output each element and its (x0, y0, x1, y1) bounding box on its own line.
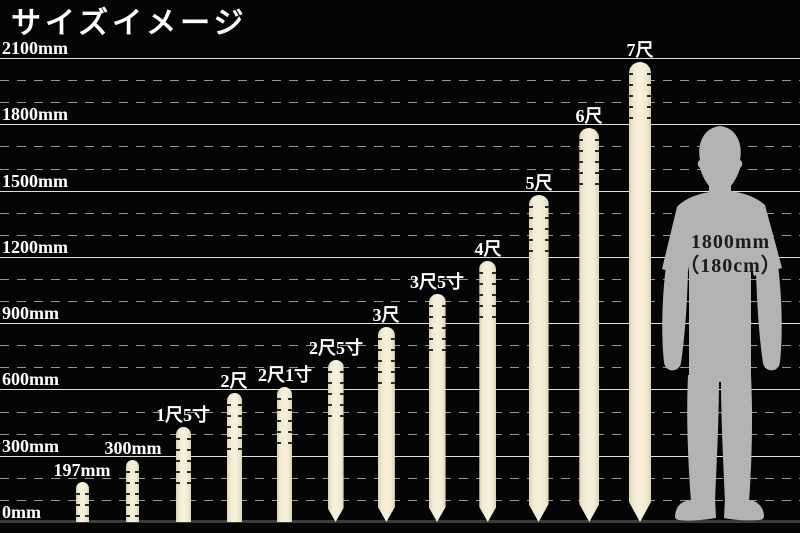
stake-notch-marks (277, 398, 282, 444)
stake-label: 197mm (53, 460, 111, 480)
y-axis-label: 900mm (2, 303, 59, 323)
silhouette-height-label: 1800mm （180cm） (658, 230, 800, 278)
stake-notch-marks (288, 398, 293, 444)
gridline-dashed (0, 168, 800, 170)
stake-bar (277, 387, 293, 522)
stake-notch-marks (629, 73, 633, 119)
y-axis-label: 600mm (2, 369, 59, 389)
gridline-dashed (0, 146, 800, 148)
stake-label: 7尺 (626, 40, 654, 60)
stake-bar (328, 360, 344, 522)
stake-notch-marks (187, 438, 191, 484)
stake-bar (529, 195, 549, 522)
gridline-solid (0, 58, 800, 59)
gridline-solid (0, 323, 800, 325)
stake-bar (378, 327, 395, 522)
silhouette-right-foot (724, 498, 764, 521)
stake-bar (429, 294, 446, 522)
stake-label: 2尺5寸 (309, 338, 363, 358)
stake-bar (226, 393, 242, 522)
stake-notch-marks (135, 471, 140, 517)
stake-bar (629, 62, 651, 522)
gridline-dashed (0, 301, 800, 302)
stake-notch-marks (340, 371, 344, 417)
stake-label: 3尺 (372, 305, 400, 325)
page-title: サイズイメージ (11, 7, 248, 40)
stake-notch-marks (84, 493, 89, 517)
stake-notch-marks (545, 206, 549, 252)
stake-bar (176, 427, 191, 522)
stake-notch-marks (647, 73, 651, 119)
y-axis-label: 1500mm (2, 171, 68, 191)
stake-label: 1尺5寸 (156, 405, 210, 425)
stake-bar (126, 460, 140, 522)
stake-notch-marks (579, 139, 583, 185)
gridline-solid (0, 455, 800, 457)
y-axis-label: 2100mm (2, 38, 68, 58)
baseline (0, 520, 800, 523)
y-axis-label: 0mm (2, 502, 41, 522)
stake-notch-marks (176, 438, 180, 484)
gridline-dashed (0, 345, 800, 347)
gridline-dashed (0, 279, 800, 280)
stake-notch-marks (595, 139, 599, 185)
gridline-dashed (0, 411, 800, 413)
y-axis-label: 1800mm (2, 104, 68, 124)
gridline-dashed (0, 477, 800, 479)
stake-notch-marks (479, 272, 483, 318)
stake-notch-marks (529, 206, 533, 252)
gridline-dashed (0, 499, 800, 501)
stake-notch-marks (75, 493, 80, 517)
gridline-dashed (0, 102, 800, 104)
stake-notch-marks (237, 404, 242, 450)
stake-label: 3尺5寸 (410, 272, 464, 292)
gridline-solid (0, 190, 800, 192)
silhouette-left-foot (675, 498, 716, 521)
y-axis-label: 300mm (2, 436, 59, 456)
gridline-dashed (0, 433, 800, 435)
silhouette-left-leg (687, 375, 719, 502)
stake-notch-marks (328, 371, 332, 417)
stake-notch-marks (429, 305, 433, 351)
stake-notch-marks (226, 404, 231, 450)
human-silhouette (662, 126, 782, 521)
stake-label: 2尺1寸 (258, 365, 312, 385)
stake-notch-marks (442, 305, 446, 351)
gridline-dashed (0, 367, 800, 369)
stake-label: 5尺 (525, 173, 553, 193)
stake-bar (579, 128, 599, 522)
silhouette-left-arm (662, 266, 688, 371)
gridline-solid (0, 389, 800, 391)
stake-label: 6尺 (575, 106, 603, 126)
stake-notch-marks (391, 338, 395, 384)
silhouette-height-cm: （180cm） (679, 255, 782, 277)
stake-notch-marks (378, 338, 382, 384)
stake-bar (75, 482, 89, 522)
silhouette-height-mm: 1800mm (690, 231, 771, 253)
stake-label: 2尺 (220, 371, 248, 391)
gridline-solid (0, 124, 800, 126)
silhouette-head (697, 126, 743, 187)
silhouette-torso (662, 190, 782, 382)
stake-notch-marks (492, 272, 496, 318)
gridline-dashed (0, 80, 800, 82)
gridline-dashed (0, 212, 800, 214)
silhouette-right-leg (721, 375, 753, 502)
stake-label: 4尺 (474, 239, 502, 259)
gridline-dashed (0, 234, 800, 236)
stake-label: 300mm (104, 438, 162, 458)
gridline-solid (0, 256, 800, 258)
stake-bar (479, 261, 496, 522)
y-axis-label: 1200mm (2, 237, 68, 257)
stake-notch-marks (126, 471, 131, 517)
silhouette-right-arm (756, 265, 782, 371)
